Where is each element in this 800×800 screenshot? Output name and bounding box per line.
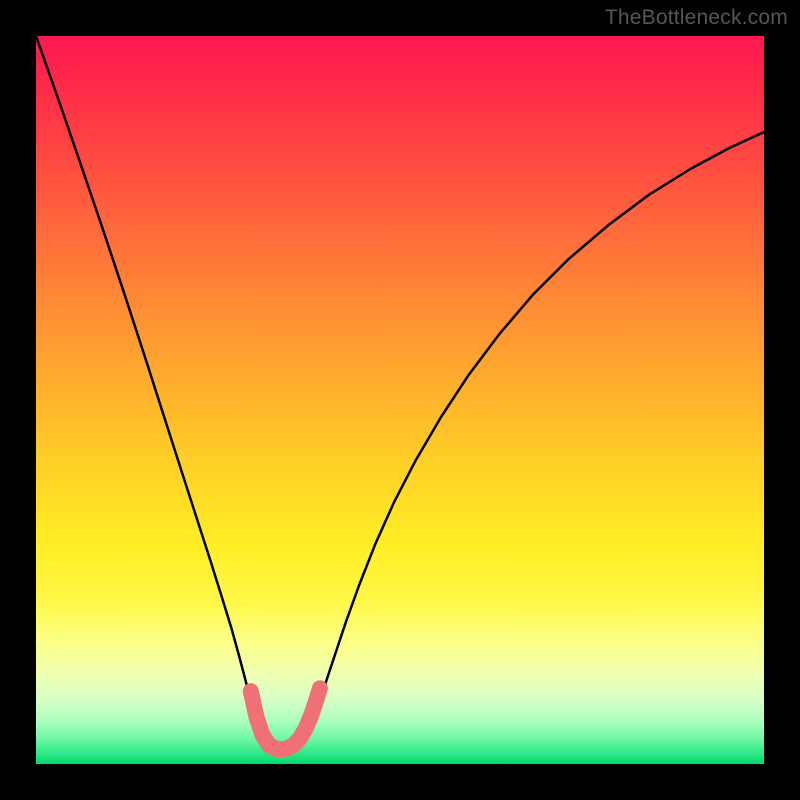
chart-svg xyxy=(36,36,764,764)
stage: TheBottleneck.com xyxy=(0,0,800,800)
salmon-overlay xyxy=(251,688,320,749)
main-curve xyxy=(36,36,764,749)
watermark-text: TheBottleneck.com xyxy=(605,6,788,30)
plot-area xyxy=(36,36,764,764)
